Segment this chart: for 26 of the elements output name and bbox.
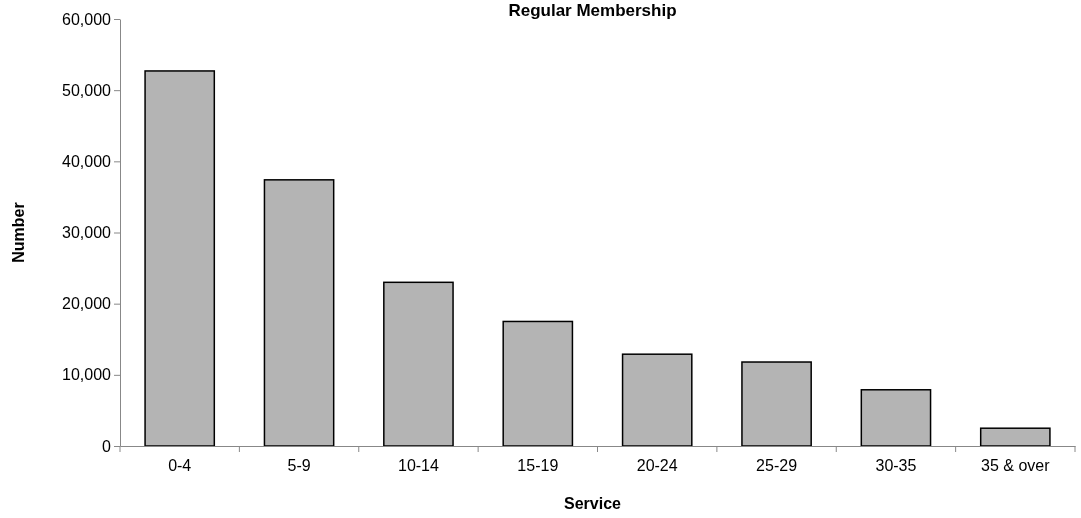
y-tick-label: 10,000	[62, 366, 112, 384]
bar	[621, 353, 693, 447]
y-tick-label: 60,000	[62, 10, 112, 28]
bar	[502, 320, 574, 447]
bar	[263, 179, 335, 447]
y-tick-label: 0	[102, 437, 112, 455]
x-tick-label: 30-35	[875, 457, 917, 475]
y-axis-title: Number	[10, 202, 27, 263]
x-tick-label: 0-4	[168, 457, 192, 475]
y-tick-label: 30,000	[62, 224, 112, 242]
x-tick-label: 15-19	[517, 457, 559, 475]
y-tick-label: 20,000	[62, 295, 112, 313]
chart-title: Regular Membership	[508, 1, 677, 20]
x-tick-label: 20-24	[636, 457, 678, 475]
bar	[979, 427, 1051, 447]
bar	[741, 361, 812, 447]
y-tick-label: 50,000	[62, 81, 112, 99]
y-tick-label: 40,000	[62, 152, 112, 170]
bar	[144, 70, 216, 447]
x-tick-label: 5-9	[287, 457, 311, 475]
x-tick-label: 10-14	[397, 457, 439, 475]
bar	[860, 389, 932, 447]
x-tick-label: 35 & over	[981, 457, 1051, 475]
bar	[383, 281, 454, 447]
x-axis-title: Service	[564, 495, 622, 512]
x-tick-label: 25-29	[756, 457, 798, 475]
